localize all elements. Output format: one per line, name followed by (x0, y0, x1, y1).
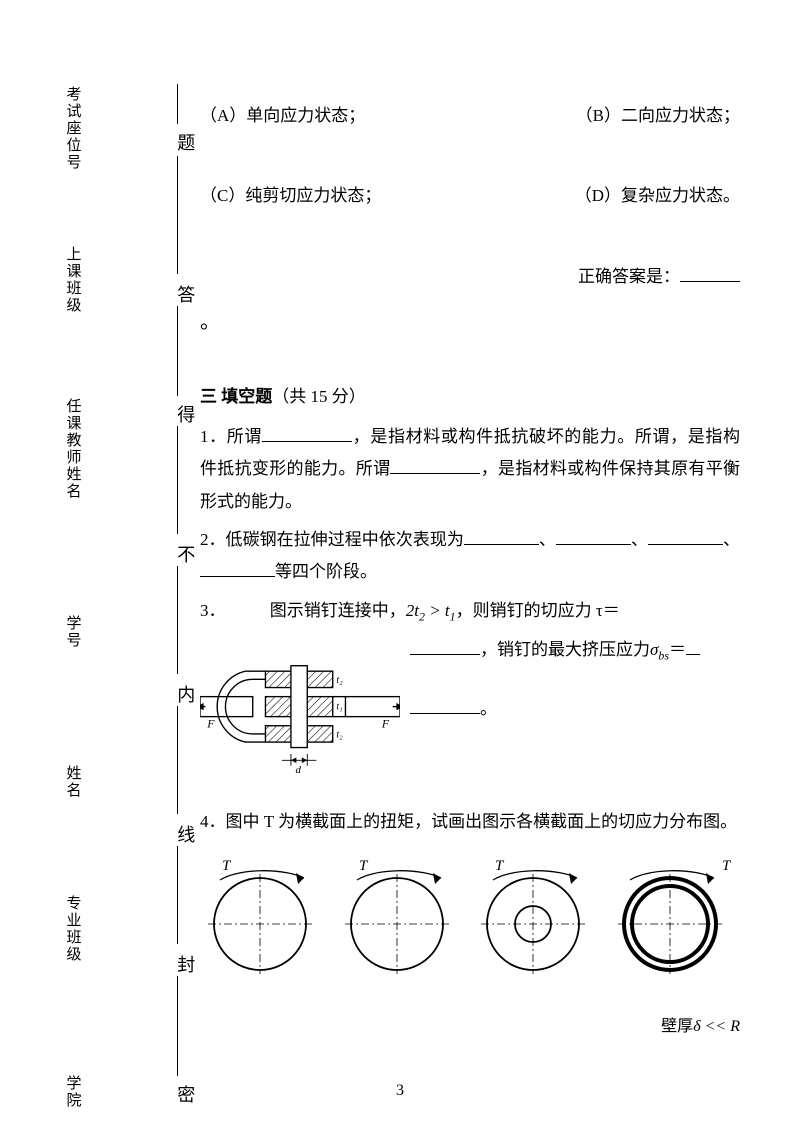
question-1: 1．所谓，是指材料或构件抵抗破坏的能力。所谓，是指构件抵抗变形的能力。所谓，是指… (200, 421, 740, 518)
seal-line-segment (177, 846, 178, 944)
seal-line-segment (177, 706, 178, 814)
seal-line-segment (177, 156, 178, 274)
seal-line-segment (177, 976, 178, 1076)
cross-section-4: T (610, 858, 740, 994)
exam-content: （A）单向应力状态； （B）二向应力状态； （C）纯剪切应力状态； （D）复杂应… (200, 100, 740, 1043)
margin-field-label: 专业班级 (58, 895, 87, 963)
stray-period: 。 (200, 303, 740, 341)
section-3-title: 三 填空题（共 15 分） (200, 381, 740, 413)
seal-line-segment (177, 426, 178, 534)
wall-thickness-label: 壁厚δ << R (200, 1012, 740, 1042)
question-3-diagram-row: F F t₂ t₁ t₂ d ，销钉的最大挤压应力σbs＝ 。 (200, 634, 740, 788)
seal-line-segment (177, 306, 178, 396)
cross-section-1: T (200, 858, 330, 994)
question-4: 4．图中 T 为横截面上的扭矩，试画出图示各横截面上的切应力分布图。 (200, 806, 740, 838)
seal-line-char: 线 (168, 825, 202, 843)
q2-blank-4[interactable] (200, 560, 275, 577)
q2-blank-2[interactable] (556, 528, 631, 545)
cross-section-2: T (337, 858, 467, 994)
q2-blank-1[interactable] (464, 528, 539, 545)
seal-line-char: 题 (168, 133, 202, 151)
option-b: （B）二向应力状态； (576, 100, 740, 132)
option-c: （C）纯剪切应力状态； (200, 180, 381, 212)
option-d: （D）复杂应力状态。 (575, 180, 740, 212)
margin-field-label: 上课班级 (58, 246, 87, 314)
margin-field-label: 任课教师姓名 (58, 398, 87, 500)
binding-margin-labels: 考试座位号上课班级任课教师姓名学号姓名专业班级学院 (58, 0, 78, 1100)
svg-text:T: T (222, 858, 232, 874)
seal-line-char: 不 (168, 545, 202, 563)
q2-blank-3[interactable] (648, 528, 723, 545)
svg-text:F: F (381, 716, 390, 730)
q3-blank-extra[interactable] (410, 697, 480, 714)
answer-blank[interactable] (680, 265, 740, 282)
svg-text:t₁: t₁ (336, 701, 342, 712)
mc-options-row-1: （A）单向应力状态； （B）二向应力状态； (200, 100, 740, 132)
seal-line-char: 得 (168, 405, 202, 423)
q3-blank-tau[interactable] (410, 638, 480, 655)
margin-field-label: 考试座位号 (58, 86, 87, 171)
svg-text:T: T (722, 858, 732, 874)
q1-blank-1[interactable] (262, 425, 352, 442)
q3-blank-sigma[interactable] (686, 638, 700, 655)
pin-joint-diagram: F F t₂ t₁ t₂ d (200, 638, 400, 788)
seal-line-char: 答 (168, 285, 202, 303)
svg-text:d: d (295, 764, 301, 776)
svg-text:F: F (206, 716, 215, 730)
mc-options-row-2: （C）纯剪切应力状态； （D）复杂应力状态。 (200, 180, 740, 212)
margin-field-label: 姓名 (58, 765, 87, 799)
seal-line-segment (177, 566, 178, 674)
q1-blank-3[interactable] (390, 457, 480, 474)
cross-section-row: T T T T (200, 858, 740, 994)
margin-field-label: 学号 (58, 615, 87, 649)
seal-line-segment (177, 84, 178, 124)
question-2: 2．低碳钢在拉伸过程中依次表现为、、、等四个阶段。 (200, 524, 740, 589)
option-a: （A）单向应力状态； (200, 100, 365, 132)
cross-section-3: T (473, 858, 603, 994)
svg-text:t₂: t₂ (336, 729, 343, 740)
answer-prompt: 正确答案是： (200, 261, 740, 293)
svg-text:T: T (359, 858, 369, 874)
seal-line-char: 密 (168, 1085, 202, 1103)
seal-line-char: 封 (168, 955, 202, 973)
seal-line-char: 内 (168, 685, 202, 703)
question-3-continued: ，销钉的最大挤压应力σbs＝ 。 (400, 634, 740, 725)
page-number: 3 (0, 1076, 800, 1106)
svg-text:t₂: t₂ (336, 675, 343, 686)
svg-text:T: T (495, 858, 505, 874)
question-3: 3． 图示销钉连接中，2t2 > t1，则销钉的切应力 τ＝ (200, 595, 740, 628)
